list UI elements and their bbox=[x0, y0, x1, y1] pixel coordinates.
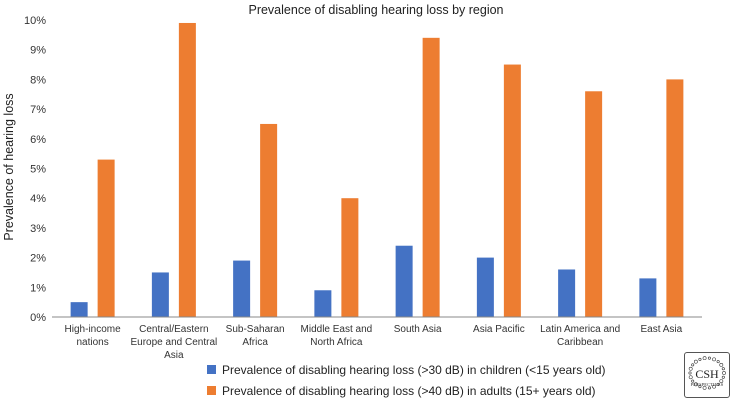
logo-ring-dot bbox=[691, 379, 695, 383]
logo-ring-dot bbox=[698, 385, 702, 389]
x-category-label: Europe and Central bbox=[131, 337, 218, 348]
legend-label-adults: Prevalence of disabling hearing loss (>4… bbox=[222, 384, 596, 398]
logo-ring-dot bbox=[721, 375, 725, 379]
logo-ring-dot bbox=[707, 386, 711, 390]
bar-adults bbox=[666, 79, 684, 318]
bar-adults bbox=[178, 22, 196, 317]
y-tick-label: 9% bbox=[30, 45, 46, 57]
logo-ring-dot bbox=[719, 362, 724, 367]
x-axis-category-labels: High-income nations Central/Eastern Europe … bbox=[65, 324, 683, 361]
logo-ring-dot bbox=[691, 363, 695, 367]
y-tick-label: 6% bbox=[30, 134, 46, 146]
y-axis-label: Prevalence of hearing loss bbox=[2, 93, 16, 240]
bar-adults bbox=[585, 91, 603, 317]
x-category-label: Sub-Saharan bbox=[226, 324, 285, 335]
logo-ring-dot bbox=[688, 366, 693, 371]
x-category-label: Middle East and bbox=[301, 324, 373, 335]
logo-ring-dot bbox=[688, 375, 693, 380]
logo-ring-dot bbox=[693, 382, 698, 387]
logo-ring-dot bbox=[719, 379, 724, 384]
y-tick-label: 8% bbox=[30, 74, 46, 86]
logo-ring-dot bbox=[688, 371, 692, 375]
logo-ring-dot bbox=[702, 356, 707, 361]
bar-adults bbox=[422, 37, 440, 317]
bar-children bbox=[233, 260, 251, 317]
legend-label-children: Prevalence of disabling hearing loss (>3… bbox=[222, 363, 606, 377]
legend-swatch-children bbox=[207, 365, 216, 374]
logo-ring-dot bbox=[722, 371, 726, 375]
legend-swatch-adults bbox=[207, 386, 216, 395]
y-tick-label: 2% bbox=[30, 253, 46, 265]
logo-dna-ring bbox=[688, 356, 726, 390]
bar-children bbox=[70, 302, 88, 317]
x-category-label: Asia bbox=[164, 350, 184, 361]
logo-ring-dot bbox=[721, 367, 725, 371]
bar-adults bbox=[341, 198, 359, 317]
y-tick-label: 4% bbox=[30, 193, 46, 205]
y-tick-label: 3% bbox=[30, 223, 46, 235]
y-tick-label: 10% bbox=[24, 15, 46, 27]
y-tick-label: 0% bbox=[30, 312, 46, 324]
x-category-label: Latin America and bbox=[540, 324, 620, 335]
chart-title: Prevalence of disabling hearing loss by … bbox=[248, 3, 503, 17]
x-category-label: Caribbean bbox=[557, 337, 603, 348]
x-category-label: Asia Pacific bbox=[473, 324, 525, 335]
bar-children bbox=[476, 257, 494, 317]
y-tick-label: 1% bbox=[30, 282, 46, 294]
y-tick-label: 5% bbox=[30, 164, 46, 176]
logo-ring-dot bbox=[712, 357, 716, 362]
logo-ring-dot bbox=[702, 385, 707, 390]
bar-adults bbox=[503, 64, 521, 317]
bars-group bbox=[70, 22, 684, 318]
x-category-label: nations bbox=[77, 337, 109, 348]
bar-children bbox=[639, 278, 657, 317]
y-axis-ticks: 0% 1% 2% 3% 4% 5% 6% 7% 8% 9% 10% bbox=[24, 15, 46, 324]
logo-ring-dot bbox=[698, 357, 702, 361]
logo-ring-dot bbox=[716, 360, 720, 364]
logo-ring-dot bbox=[693, 359, 698, 364]
logo-subtext: PERSPECTIVES bbox=[691, 382, 724, 387]
logo-ring-dot bbox=[707, 356, 711, 360]
bar-adults bbox=[97, 159, 115, 317]
bar-children bbox=[314, 290, 332, 317]
logo-ring-dot bbox=[712, 384, 716, 389]
logo-text: CSH bbox=[695, 367, 719, 381]
bar-adults bbox=[260, 123, 278, 317]
x-category-label: High-income bbox=[65, 324, 122, 335]
x-category-label: East Asia bbox=[641, 324, 683, 335]
bar-children bbox=[558, 269, 576, 317]
bar-children bbox=[151, 272, 169, 317]
y-tick-label: 7% bbox=[30, 104, 46, 116]
bar-children bbox=[395, 245, 413, 317]
x-category-label: South Asia bbox=[394, 324, 442, 335]
x-category-label: North Africa bbox=[310, 337, 363, 348]
x-category-label: Central/Eastern bbox=[139, 324, 208, 335]
csh-perspectives-logo-icon: CSH PERSPECTIVES bbox=[684, 352, 730, 398]
logo-ring-dot bbox=[716, 382, 720, 386]
legend: Prevalence of disabling hearing loss (>3… bbox=[207, 363, 606, 398]
x-category-label: Africa bbox=[242, 337, 268, 348]
